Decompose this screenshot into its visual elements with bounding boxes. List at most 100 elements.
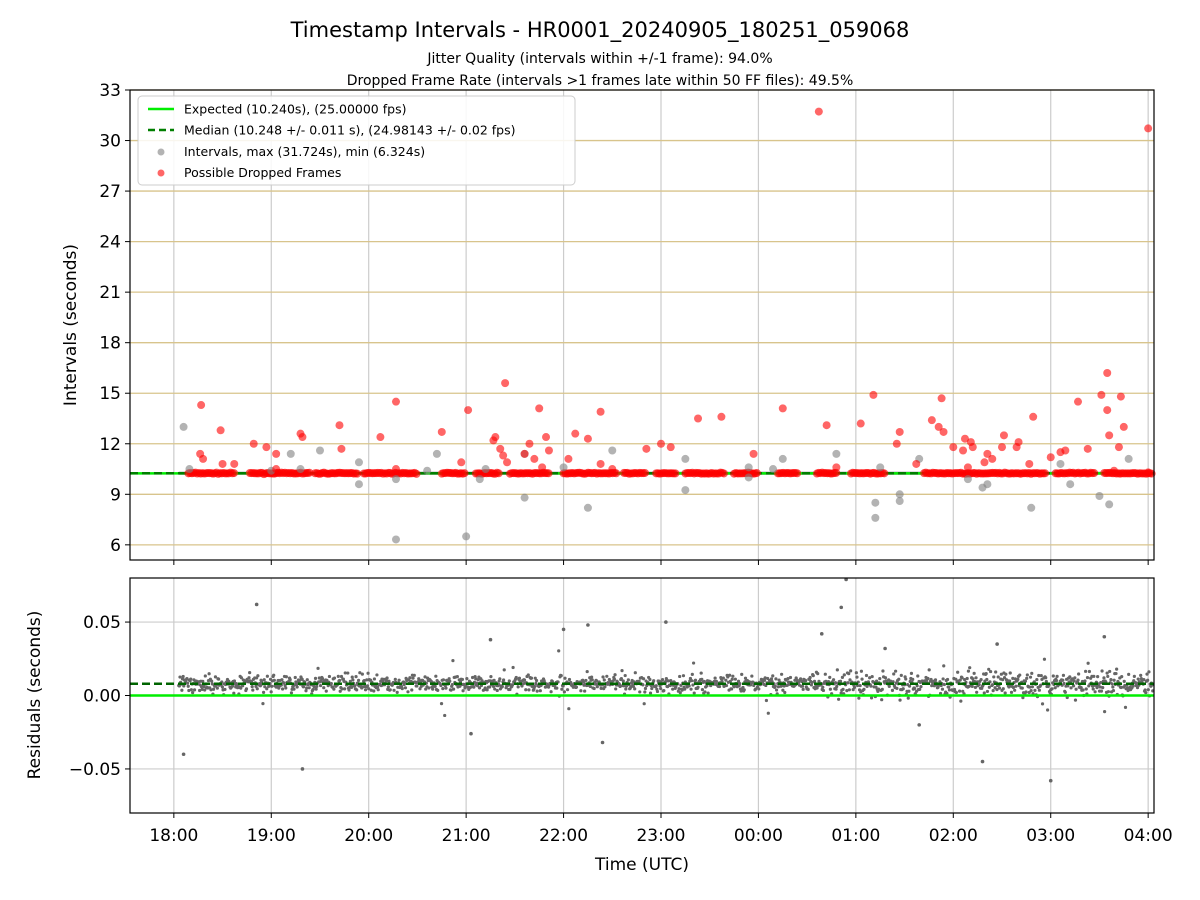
residual-point: [911, 677, 915, 681]
residual-point: [958, 678, 962, 682]
residual-point: [774, 688, 779, 692]
residual-point: [773, 684, 777, 688]
interval-point: [462, 532, 471, 541]
residual-point: [965, 676, 969, 681]
residual-point: [1073, 698, 1078, 702]
residual-point: [971, 677, 975, 681]
residuals-ytick-label: −0.05: [69, 760, 121, 780]
residual-point: [397, 678, 401, 682]
residual-point: [987, 685, 991, 689]
residual-point: [517, 676, 522, 680]
residual-point: [876, 687, 881, 691]
residual-point: [918, 687, 922, 691]
residual-point: [750, 674, 754, 678]
residual-point: [411, 676, 415, 680]
residual-point: [731, 674, 735, 678]
residual-point: [693, 678, 698, 682]
residual-point: [788, 675, 793, 680]
residual-point: [181, 674, 185, 679]
residual-point: [954, 690, 959, 695]
residual-point: [883, 646, 887, 651]
residual-point: [740, 672, 744, 676]
residual-point: [415, 684, 419, 688]
residual-point: [865, 684, 869, 688]
interval-point: [871, 513, 880, 522]
residual-point: [571, 685, 575, 689]
residual-point: [500, 684, 504, 689]
residual-point: [595, 679, 599, 683]
dropped-frame-point: [230, 469, 239, 478]
intervals-ytick-label: 15: [99, 384, 121, 404]
residual-point: [1120, 675, 1124, 679]
x-tick-label: 18:00: [149, 826, 198, 846]
residual-point: [961, 689, 965, 693]
dropped-frame-point: [535, 404, 544, 413]
x-tick-label: 02:00: [929, 826, 978, 846]
residual-point: [579, 689, 583, 693]
dropped-frame-point: [1114, 443, 1123, 452]
residual-point: [878, 676, 882, 681]
residual-point: [498, 677, 502, 681]
residual-point: [304, 689, 308, 693]
interval-point: [1105, 500, 1114, 509]
residual-point: [650, 686, 654, 691]
residual-point: [845, 689, 849, 693]
dropped-frame-point: [1041, 469, 1050, 478]
residual-point: [806, 687, 810, 691]
residual-point: [680, 688, 684, 692]
residual-point: [1077, 672, 1081, 676]
residual-point: [493, 687, 497, 691]
residual-point: [460, 677, 465, 682]
residual-point: [1102, 676, 1106, 680]
residual-point: [1028, 675, 1033, 679]
residual-point: [736, 679, 741, 683]
dropped-frame-point: [856, 419, 865, 428]
residual-point: [559, 674, 563, 678]
residual-point: [381, 680, 385, 684]
residual-point: [595, 685, 599, 689]
residual-point: [533, 684, 537, 689]
residual-point: [618, 684, 622, 689]
residual-point: [230, 684, 235, 688]
residual-point: [972, 671, 976, 675]
residual-point: [990, 683, 995, 687]
residual-point: [929, 677, 933, 682]
residual-point: [1093, 690, 1097, 694]
residual-point: [485, 688, 489, 692]
residuals-reference-lines: [130, 682, 1154, 697]
dropped-frame-point: [959, 446, 968, 455]
residual-point: [771, 674, 775, 678]
residual-point: [351, 678, 355, 682]
residual-point: [1039, 674, 1043, 678]
residual-point: [1044, 679, 1048, 684]
residual-point: [870, 674, 874, 679]
dropped-frame-point: [1119, 422, 1128, 431]
residual-point: [633, 671, 637, 675]
residual-point: [529, 676, 534, 680]
residual-point: [250, 684, 254, 689]
residual-point: [781, 688, 785, 692]
residual-point: [343, 671, 347, 675]
residual-point: [292, 687, 296, 691]
residual-point: [470, 675, 475, 680]
residual-point: [1055, 674, 1059, 678]
residual-point: [641, 683, 645, 687]
dropped-frame-point: [963, 463, 972, 472]
residual-point: [1020, 686, 1024, 690]
residual-point: [488, 685, 492, 689]
interval-point: [481, 465, 490, 474]
dropped-frame-point: [1144, 468, 1153, 477]
residual-point: [200, 687, 204, 692]
dropped-frame-point: [927, 416, 936, 425]
residual-point: [826, 679, 831, 684]
residual-point: [638, 690, 642, 694]
residual-point: [400, 687, 404, 691]
interval-point: [895, 497, 904, 506]
dropped-frame-point: [749, 449, 758, 458]
residual-point: [852, 685, 857, 689]
residual-point: [766, 711, 770, 715]
dropped-frame-point: [666, 443, 675, 452]
residual-point: [508, 687, 512, 692]
residual-point: [909, 671, 914, 675]
residual-point: [947, 688, 952, 692]
